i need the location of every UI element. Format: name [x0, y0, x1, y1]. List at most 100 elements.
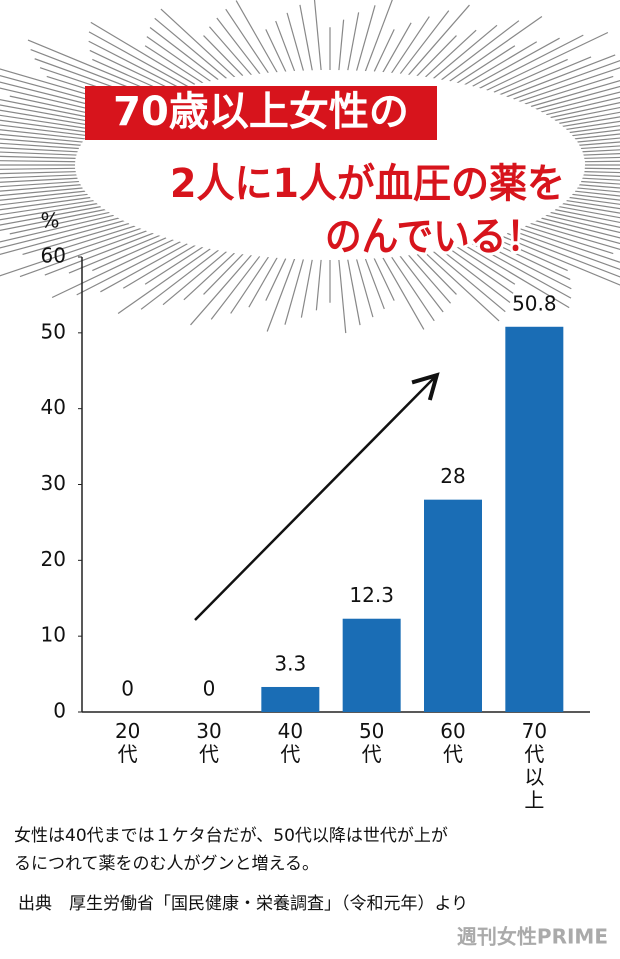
burst-ray: [472, 37, 560, 87]
burst-ray: [0, 104, 113, 127]
burst-ray: [0, 177, 78, 183]
burst-ray: [230, 252, 272, 314]
burst-ray: [0, 206, 117, 231]
burst-ray: [568, 145, 620, 150]
burst-ray: [554, 120, 620, 132]
burst-ray: [146, 36, 217, 86]
burst-ray: [0, 198, 106, 216]
x-tick-label: 40 代: [278, 719, 303, 766]
burst-ray: [441, 249, 511, 303]
burst-ray: [458, 41, 538, 89]
burst-ray: [539, 199, 620, 214]
burst-ray: [569, 176, 620, 181]
burst-ray: [562, 133, 620, 141]
burst-ray: [558, 173, 620, 177]
burst-ray: [0, 133, 96, 144]
burst-ray: [0, 151, 102, 157]
burst-ray: [412, 35, 457, 81]
burst-ray: [520, 219, 620, 251]
burst-ray: [0, 199, 121, 221]
burst-ray: [266, 254, 297, 332]
burst-ray: [515, 85, 620, 116]
y-tick-label: 50: [41, 319, 66, 343]
burst-ray: [515, 214, 620, 245]
burst-ray: [284, 249, 307, 325]
burst-ray: [558, 153, 620, 157]
burst-ray: [388, 16, 430, 78]
burst-ray: [90, 21, 196, 85]
burst-ray: [0, 221, 160, 277]
y-tick-label: 60: [41, 244, 66, 268]
burst-ray: [337, 19, 345, 75]
caption: 女性は40代までは１ケタ台だが、50代以降は世代が上が: [14, 826, 448, 846]
burst-ray: [286, 12, 307, 81]
x-tick-label: 70 代以上: [522, 719, 547, 812]
x-tick-label: 60 代: [440, 719, 465, 766]
burst-ray: [555, 209, 620, 224]
chart-title: のんでいる！: [325, 214, 543, 260]
burst-ray: [530, 91, 620, 116]
burst-ray: [0, 214, 145, 255]
burst-ray: [581, 180, 620, 185]
burst-ray: [559, 111, 620, 124]
burst-ray: [483, 56, 592, 103]
burst-ray: [0, 180, 92, 188]
burst-ray: [584, 171, 620, 174]
burst-ray: [443, 244, 514, 294]
burst-ray: [0, 182, 106, 192]
burst-ray: [235, 0, 283, 82]
value-label: 3.3: [274, 651, 306, 675]
burst-ray: [400, 245, 452, 304]
burst-ray: [154, 17, 238, 88]
y-tick-label: 10: [41, 623, 66, 647]
burst-ray: [541, 217, 620, 239]
burst-ray: [0, 187, 83, 197]
burst-ray: [203, 35, 244, 77]
burst-ray: [464, 233, 572, 290]
burst-ray: [0, 196, 91, 211]
burst-ray: [117, 248, 211, 314]
burst-ray: [504, 227, 620, 270]
burst-ray: [530, 79, 620, 108]
burst-ray: [391, 256, 435, 322]
burst-ray: [265, 29, 289, 77]
burst-ray: [338, 259, 347, 334]
burst-ray: [149, 27, 219, 81]
burst-ray: [0, 147, 91, 154]
burst-ray: [546, 96, 620, 116]
burst-ray: [420, 248, 500, 322]
y-tick-label: 0: [53, 699, 66, 723]
burst-ray: [0, 214, 114, 243]
burst-ray: [275, 20, 296, 72]
burst-ray: [554, 182, 620, 189]
burst-ray: [572, 167, 620, 170]
burst-ray: [425, 29, 477, 78]
burst-ray: [353, 5, 376, 81]
burst-ray: [465, 239, 572, 299]
burst-ray: [88, 31, 195, 91]
burst-ray: [364, 258, 385, 310]
burst-ray: [548, 190, 620, 201]
burst-ray: [0, 119, 103, 135]
burst-ray: [449, 16, 543, 82]
burst-ray: [575, 190, 620, 197]
burst-ray: [76, 233, 196, 296]
burst-ray: [571, 156, 620, 160]
burst-ray: [160, 8, 240, 82]
burst-ray: [566, 199, 620, 210]
x-tick-label: 20 代: [115, 719, 140, 766]
burst-ray: [0, 214, 130, 249]
burst-ray: [315, 255, 323, 311]
burst-ray: [122, 241, 202, 289]
burst-ray: [400, 4, 470, 85]
caption: るにつれて薬をのむ人がグンと増える。: [14, 854, 319, 874]
burst-ray: [92, 237, 167, 272]
value-label: 0: [121, 677, 134, 701]
burst-ray: [373, 29, 395, 72]
burst-ray: [0, 190, 112, 206]
burst-ray: [548, 129, 620, 140]
burst-ray: [210, 255, 261, 320]
bar: [342, 618, 401, 712]
burst-ray: [0, 206, 101, 226]
